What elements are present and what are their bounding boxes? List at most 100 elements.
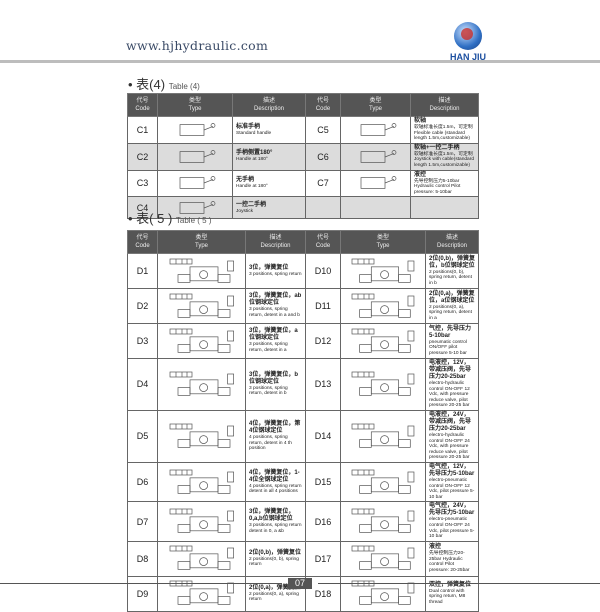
column-header: 类型 Type <box>157 93 233 117</box>
table-row: D8 2位(0,b)，弹簧复位 2 positions(0, b), spring … <box>127 540 479 577</box>
column-header: 类型 Type <box>340 93 411 117</box>
code-cell: C6 <box>305 142 341 171</box>
code-cell: D17 <box>305 540 341 577</box>
type-cell <box>157 288 246 324</box>
footer-line <box>318 583 600 584</box>
description-cell: 电气控，12V，先导压力5-10bar electro-pneumatic con… <box>425 461 479 503</box>
description-cell: 2位(0,b)，弹簧复位，b位钢球定位 2 positions(0, b), sp… <box>425 253 479 289</box>
code-cell: C2 <box>127 142 158 171</box>
code-cell: D8 <box>127 540 158 577</box>
code-cell: C3 <box>127 169 158 198</box>
valve-diagram-icon <box>360 123 396 136</box>
column-header: 代号 Code <box>305 230 341 254</box>
valve-diagram-icon <box>351 371 415 396</box>
type-cell <box>157 461 246 503</box>
description-cell <box>410 196 479 220</box>
type-cell <box>340 461 426 503</box>
description-cell: 气控，先导压力5-10bar pneumatic control ON/OFF p… <box>425 323 479 359</box>
type-cell <box>157 358 246 411</box>
type-cell <box>340 501 426 542</box>
footer: 07 <box>0 578 600 589</box>
code-cell: D12 <box>305 323 341 359</box>
table-row: D2 3位，弹簧复位，ab位钢球定位 3 positions, spring ret… <box>127 288 479 324</box>
type-cell <box>340 253 426 289</box>
type-cell <box>157 142 233 171</box>
website-url[interactable]: www.hjhydraulic.com <box>126 38 269 53</box>
valve-diagram-icon <box>179 149 216 163</box>
code-cell: D10 <box>305 253 341 289</box>
valve-diagram-icon <box>169 423 234 448</box>
column-header: 描述 Description <box>425 230 479 254</box>
description-cell: 一控二手柄 Joystick <box>232 196 306 220</box>
type-cell <box>340 116 411 144</box>
globe-logo-icon <box>454 22 482 50</box>
type-cell <box>157 253 246 289</box>
column-header: 类型 Type <box>340 230 426 254</box>
table-row: D6 4位，弹簧复位，1-4位全钢球定位 4 positions, spring r… <box>127 461 479 503</box>
table-row: D4 3位，弹簧复位，b位钢球定位 3 positions, spring retu… <box>127 358 479 411</box>
column-header: 描述 Description <box>232 93 306 117</box>
description-cell: 软轴+一控二手柄 软轴标准长度1.5m，可定制 Joystick with cab… <box>410 142 479 171</box>
valve-diagram-icon <box>169 508 234 533</box>
column-header: 描述 Description <box>410 93 479 117</box>
code-cell: D4 <box>127 358 158 411</box>
type-cell <box>157 501 246 542</box>
description-cell: 无手柄 Handle at 180° <box>232 169 306 198</box>
code-cell: C5 <box>305 116 341 144</box>
code-cell: D15 <box>305 461 341 503</box>
table-row: C3 无手柄 Handle at 180° C7 液控 先导控制压力5-10bar Hyd… <box>127 169 479 198</box>
description-cell: 软轴 软轴标准长度1.5m，可定制 Flexible cable (standar… <box>410 116 479 144</box>
table-row: C2 手柄侧置180° Handle at 180° C6 软轴+一控二手柄 软轴标准长度… <box>127 142 479 171</box>
table-5: 代号 Code 类型 Type 描述 Description 代号 Code 类型 Type 描述 D… <box>127 230 479 612</box>
footer-line <box>0 583 282 584</box>
column-header: 代号 Code <box>127 93 158 117</box>
code-cell: D1 <box>127 253 158 289</box>
code-cell: C4 <box>127 196 158 220</box>
valve-diagram-icon <box>360 149 396 163</box>
code-cell: D16 <box>305 501 341 542</box>
description-cell: 3位，弹簧复位，ab位钢球定位 3 positions, spring retur… <box>245 288 306 324</box>
column-header: 代号 Code <box>127 230 158 254</box>
description-cell: 手柄侧置180° Handle at 180° <box>232 142 306 171</box>
valve-diagram-icon <box>351 469 415 494</box>
table5-title: • 表( 5 ) Table ( 5 ) <box>128 211 212 226</box>
valve-diagram-icon <box>179 200 216 214</box>
type-cell <box>340 323 426 359</box>
valve-diagram-icon <box>351 258 415 283</box>
table-row: C1 标准手柄 Standard handle C5 软轴 软轴标准长度1.5m，可定制 … <box>127 116 479 144</box>
type-cell <box>340 358 426 411</box>
code-cell: C7 <box>305 169 341 198</box>
table-row: D7 3位，弹簧复位，0,a,b位钢球定位 3 positions, spring … <box>127 501 479 542</box>
description-cell: 液控 先导控制压力5-10bar Hydraulic control Pilot … <box>410 169 479 198</box>
type-cell <box>340 409 426 463</box>
type-cell <box>340 142 411 171</box>
column-header: 类型 Type <box>157 230 246 254</box>
table-row: C4 一控二手柄 Joystick <box>127 196 479 220</box>
table4-title: • 表(4) Table (4) <box>128 77 200 92</box>
type-cell <box>340 196 411 220</box>
valve-diagram-icon <box>179 123 216 136</box>
logo: HAN JIU <box>438 22 498 62</box>
description-cell: 电液控，12V，带减压阀，先导压力20-25bar electro-hydraul… <box>425 358 479 411</box>
code-cell: D5 <box>127 409 158 463</box>
valve-diagram-icon <box>351 423 415 448</box>
type-cell <box>157 409 246 463</box>
brand-name: HAN JIU <box>449 52 486 62</box>
valve-diagram-icon <box>351 293 415 318</box>
valve-diagram-icon <box>169 293 234 318</box>
type-cell <box>340 540 426 577</box>
description-cell: 3位，弹簧复位 3 positions, spring return <box>245 253 306 289</box>
code-cell <box>305 196 341 220</box>
valve-diagram-icon <box>351 328 415 353</box>
code-cell: D11 <box>305 288 341 324</box>
valve-diagram-icon <box>351 545 415 570</box>
valve-diagram-icon <box>169 545 234 570</box>
valve-diagram-icon <box>169 469 234 494</box>
description-cell: 3位，弹簧复位，b位钢球定位 3 positions, spring return… <box>245 358 306 411</box>
description-cell: 液控 先导控制压力20-25bar Hydraulic control Pilot… <box>425 540 479 577</box>
description-cell: 电液控，24V，带减压阀，先导压力20-25bar electro-hydraul… <box>425 409 479 463</box>
type-cell <box>157 116 233 144</box>
description-cell: 电气控，24V，先导压力5-10bar electro-pneumatic con… <box>425 501 479 542</box>
table-row: D1 3位，弹簧复位 3 positions, spring return D10 2位… <box>127 253 479 289</box>
code-cell: D7 <box>127 501 158 542</box>
